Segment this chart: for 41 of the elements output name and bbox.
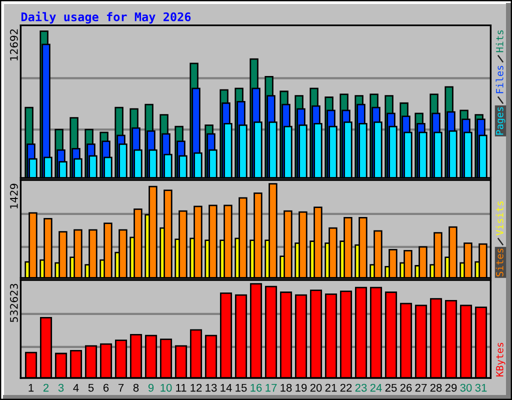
x-tick-label: 20 — [310, 384, 322, 392]
x-tick-label: 26 — [400, 384, 412, 392]
x-tick-label: 8 — [133, 384, 139, 392]
x-tick-label: 1 — [28, 384, 34, 392]
x-tick-label: 19 — [296, 384, 307, 392]
x-tick-label: 29 — [445, 384, 457, 392]
x-tick-label: 12 — [190, 384, 202, 392]
x-tick-label: 10 — [160, 384, 172, 392]
x-tick-label: 15 — [236, 384, 247, 392]
x-tick-label: 22 — [340, 384, 352, 392]
x-tick-label: 18 — [280, 384, 292, 392]
x-tick-label: 3 — [58, 384, 64, 392]
text: Visits — [496, 201, 504, 236]
text: Hits — [496, 30, 504, 52]
text: 532623 — [10, 284, 18, 322]
text: KBytes — [496, 342, 506, 376]
chart-title: Daily usage for May 2026 — [21, 12, 191, 24]
x-tick-label: 16 — [250, 384, 262, 392]
x-tick-label: 2 — [43, 384, 49, 392]
x-tick-label: 23 — [355, 384, 367, 392]
text: 12692 — [10, 29, 18, 60]
x-tick-label: 17 — [266, 384, 277, 392]
x-tick-label: 4 — [73, 384, 79, 392]
x-tick-label: 6 — [103, 384, 109, 392]
text: Sites — [496, 248, 504, 276]
x-tick-label: 14 — [220, 384, 232, 392]
x-tick-label: 21 — [325, 384, 337, 392]
x-tick-label: 5 — [88, 384, 94, 392]
x-tick-label: 9 — [148, 384, 154, 392]
x-tick-label: 7 — [118, 384, 124, 392]
x-tick-label: 30 — [460, 384, 472, 392]
x-tick-label: 27 — [415, 384, 427, 392]
x-tick-label: 24 — [370, 384, 382, 392]
x-tick-label: 11 — [176, 384, 186, 392]
x-tick-label: 31 — [475, 384, 487, 392]
x-tick-label: 28 — [430, 384, 442, 392]
text: Files — [496, 66, 504, 94]
text: 1429 — [10, 184, 18, 208]
x-tick-label: 25 — [385, 384, 397, 392]
text: Pages — [496, 107, 506, 135]
x-tick-label: 13 — [206, 384, 217, 392]
